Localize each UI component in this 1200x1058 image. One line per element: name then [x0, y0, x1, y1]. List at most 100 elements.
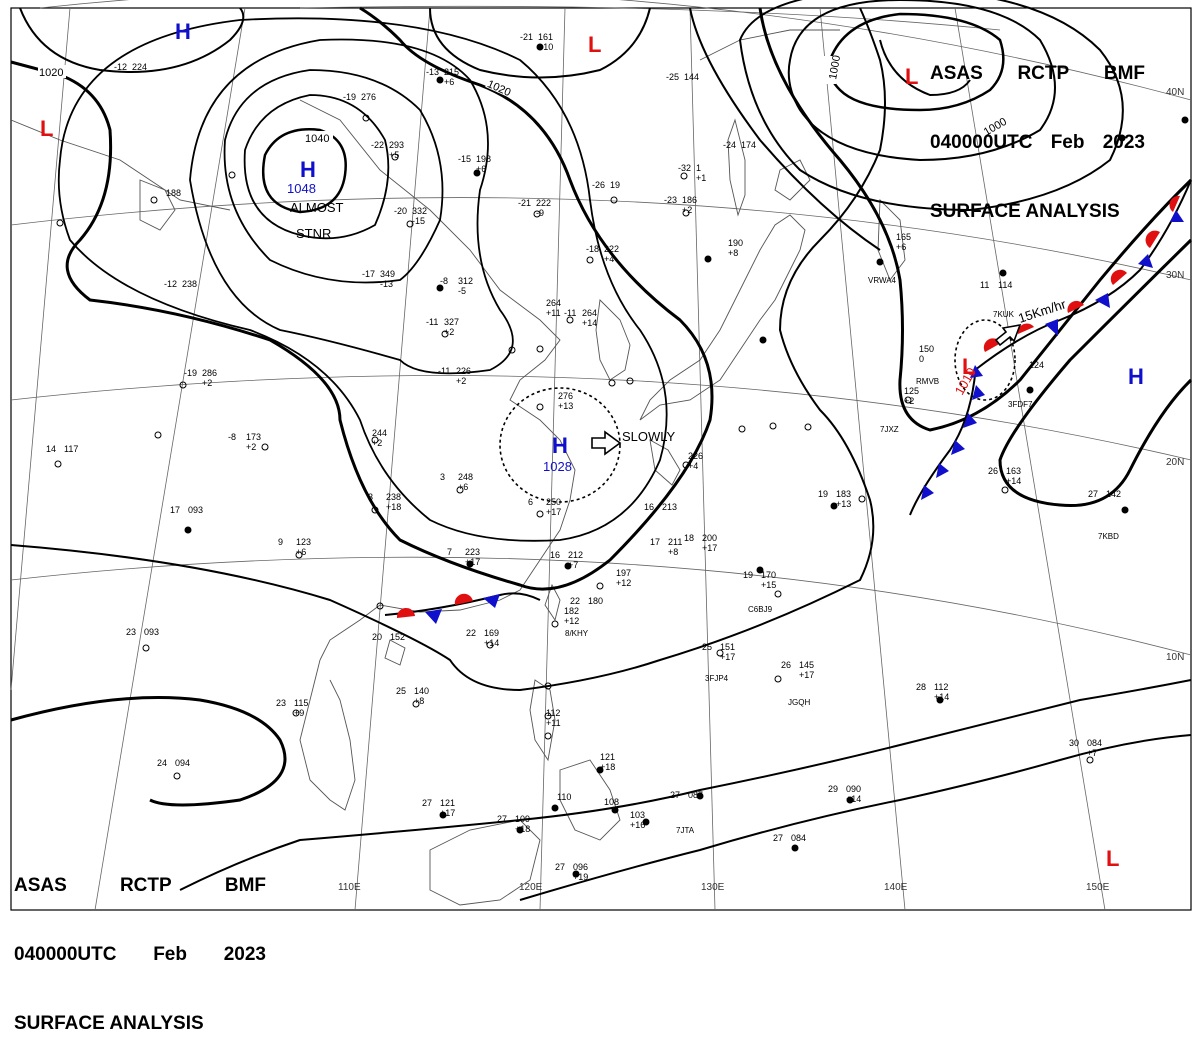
- station-pressure: 188: [166, 188, 181, 198]
- station-tendency: +7: [568, 560, 578, 570]
- station-tendency: -13: [380, 279, 393, 289]
- header-time: 040000UTC: [930, 132, 1033, 153]
- station-pressure: 264: [546, 298, 561, 308]
- station-tendency: +6: [458, 482, 468, 492]
- station-pressure: 222: [536, 198, 551, 208]
- station-pressure: 163: [1006, 466, 1021, 476]
- station-tendency: +2: [372, 438, 382, 448]
- station-pressure: 174: [741, 140, 756, 150]
- station-pressure: 312: [458, 276, 473, 286]
- high-value: 1028: [543, 459, 572, 474]
- station-model: -23 186+2: [664, 195, 697, 215]
- station-pressure: 238: [386, 492, 401, 502]
- isobar-1020-east: [758, 7, 1193, 432]
- station-pressure: 093: [188, 505, 203, 515]
- isobar-1012: [179, 679, 1192, 891]
- arrow-slowly: [591, 430, 622, 456]
- ship-ids: VRWA4 7JXZ 3FDF7 7KBD C6BJ9 3FJP4 JGQH 7…: [565, 276, 1119, 835]
- station-temperature: -11: [564, 308, 576, 318]
- station-tendency: +4: [604, 254, 614, 264]
- station-tendency: +17: [546, 507, 561, 517]
- ship-id: 8/KHY: [565, 629, 589, 638]
- isobar-top-mid: [429, 7, 651, 79]
- station-temperature: 26: [781, 660, 791, 670]
- station-tendency: +6: [896, 242, 906, 252]
- header-year: 2023: [1102, 132, 1145, 153]
- station-model: 6 250+17: [528, 497, 561, 517]
- station-tendency: +2: [202, 378, 212, 388]
- weather-map: -21 161+10-13 215+6-12 224-19 276-22 293+5 -15…: [10, 0, 1193, 911]
- station-tendency: +5: [389, 150, 399, 160]
- station-temperature: 18: [684, 533, 694, 543]
- station-pressure: 226: [456, 366, 471, 376]
- station-temperature: 25: [702, 642, 712, 652]
- station-model: -21 222-9: [518, 198, 551, 218]
- station-model: 18 200+17: [684, 533, 717, 553]
- station-pressure: 180: [588, 596, 603, 606]
- coast-taiwan: [544, 583, 561, 622]
- station-tendency: -5: [458, 286, 466, 296]
- station-temperature: 11: [980, 280, 989, 290]
- station-pressure: 200: [702, 533, 717, 543]
- station-temperature: 26: [988, 466, 998, 476]
- station-temperature: -19: [343, 92, 356, 102]
- isobars: [10, 0, 1193, 901]
- station-tendency: +13: [558, 401, 573, 411]
- station-model: -22 293+5: [371, 140, 404, 160]
- low-symbol: L: [962, 354, 975, 379]
- station-model: 188: [166, 188, 181, 198]
- station-pressure: 190: [728, 238, 743, 248]
- graticule: [10, 0, 1192, 911]
- station-model: 24 094: [157, 758, 190, 768]
- isobar-1000-b: [787, 0, 1056, 162]
- station-pressure: 110: [557, 792, 571, 802]
- station-tendency: +18: [515, 824, 530, 834]
- station-pressure: 276: [361, 92, 376, 102]
- station-pressure: 112: [546, 708, 560, 718]
- station-temperature: -11: [426, 317, 438, 327]
- station-temperature: -21: [518, 198, 531, 208]
- header-month: Feb: [1050, 132, 1085, 153]
- high-note: ALMOST: [290, 200, 344, 215]
- station-pressure: 124: [1029, 360, 1044, 370]
- isobar-label: 1040: [305, 133, 329, 145]
- station-tendency: +18: [600, 762, 615, 772]
- station-model: 165+6: [896, 232, 911, 252]
- station-tendency: +2: [682, 205, 692, 215]
- lat-label: 20N: [1166, 457, 1184, 468]
- station-pressure: 121: [440, 798, 455, 808]
- station-model: 25 140+8: [396, 686, 429, 706]
- station-model: 20 152: [372, 632, 405, 642]
- station-pressure: 197: [616, 568, 631, 578]
- station-tendency: -15: [412, 216, 425, 226]
- parallel-10n: [10, 556, 1192, 656]
- station-pressure: 224: [132, 62, 147, 72]
- station-pressure: 1: [696, 163, 701, 173]
- station-pressure: 144: [684, 72, 699, 82]
- station-tendency: +16: [630, 820, 645, 830]
- station-temperature: -12: [164, 279, 177, 289]
- lon-label: 110E: [338, 882, 361, 893]
- station-temperature: 27: [422, 798, 432, 808]
- lon-label: 120E: [519, 882, 543, 893]
- coast-indochina: [299, 659, 356, 811]
- station-temperature: -19: [184, 368, 197, 378]
- station-model: 190+8: [728, 238, 743, 258]
- header-office: BMF: [224, 875, 266, 896]
- isobar-1012-south: [519, 734, 1192, 901]
- station-tendency: +14: [846, 794, 861, 804]
- station-model: -21 161+10: [520, 32, 553, 52]
- header-product: SURFACE ANALYSIS: [14, 1013, 204, 1034]
- dashed-cells: [499, 319, 1016, 503]
- station-model: -11 264+14: [564, 308, 597, 328]
- lon-label: 150E: [1086, 882, 1110, 893]
- coast-siberia: [10, 119, 231, 211]
- station-model: -25 144: [666, 72, 699, 82]
- station-pressure: 212: [568, 550, 583, 560]
- station-model: 16 213: [644, 502, 677, 512]
- station-pressure: 084: [791, 833, 806, 843]
- isobar-label: 1020: [39, 67, 63, 79]
- station-temperature: 23: [276, 698, 286, 708]
- station-model: 108: [604, 797, 619, 807]
- lon-label: 130E: [701, 882, 725, 893]
